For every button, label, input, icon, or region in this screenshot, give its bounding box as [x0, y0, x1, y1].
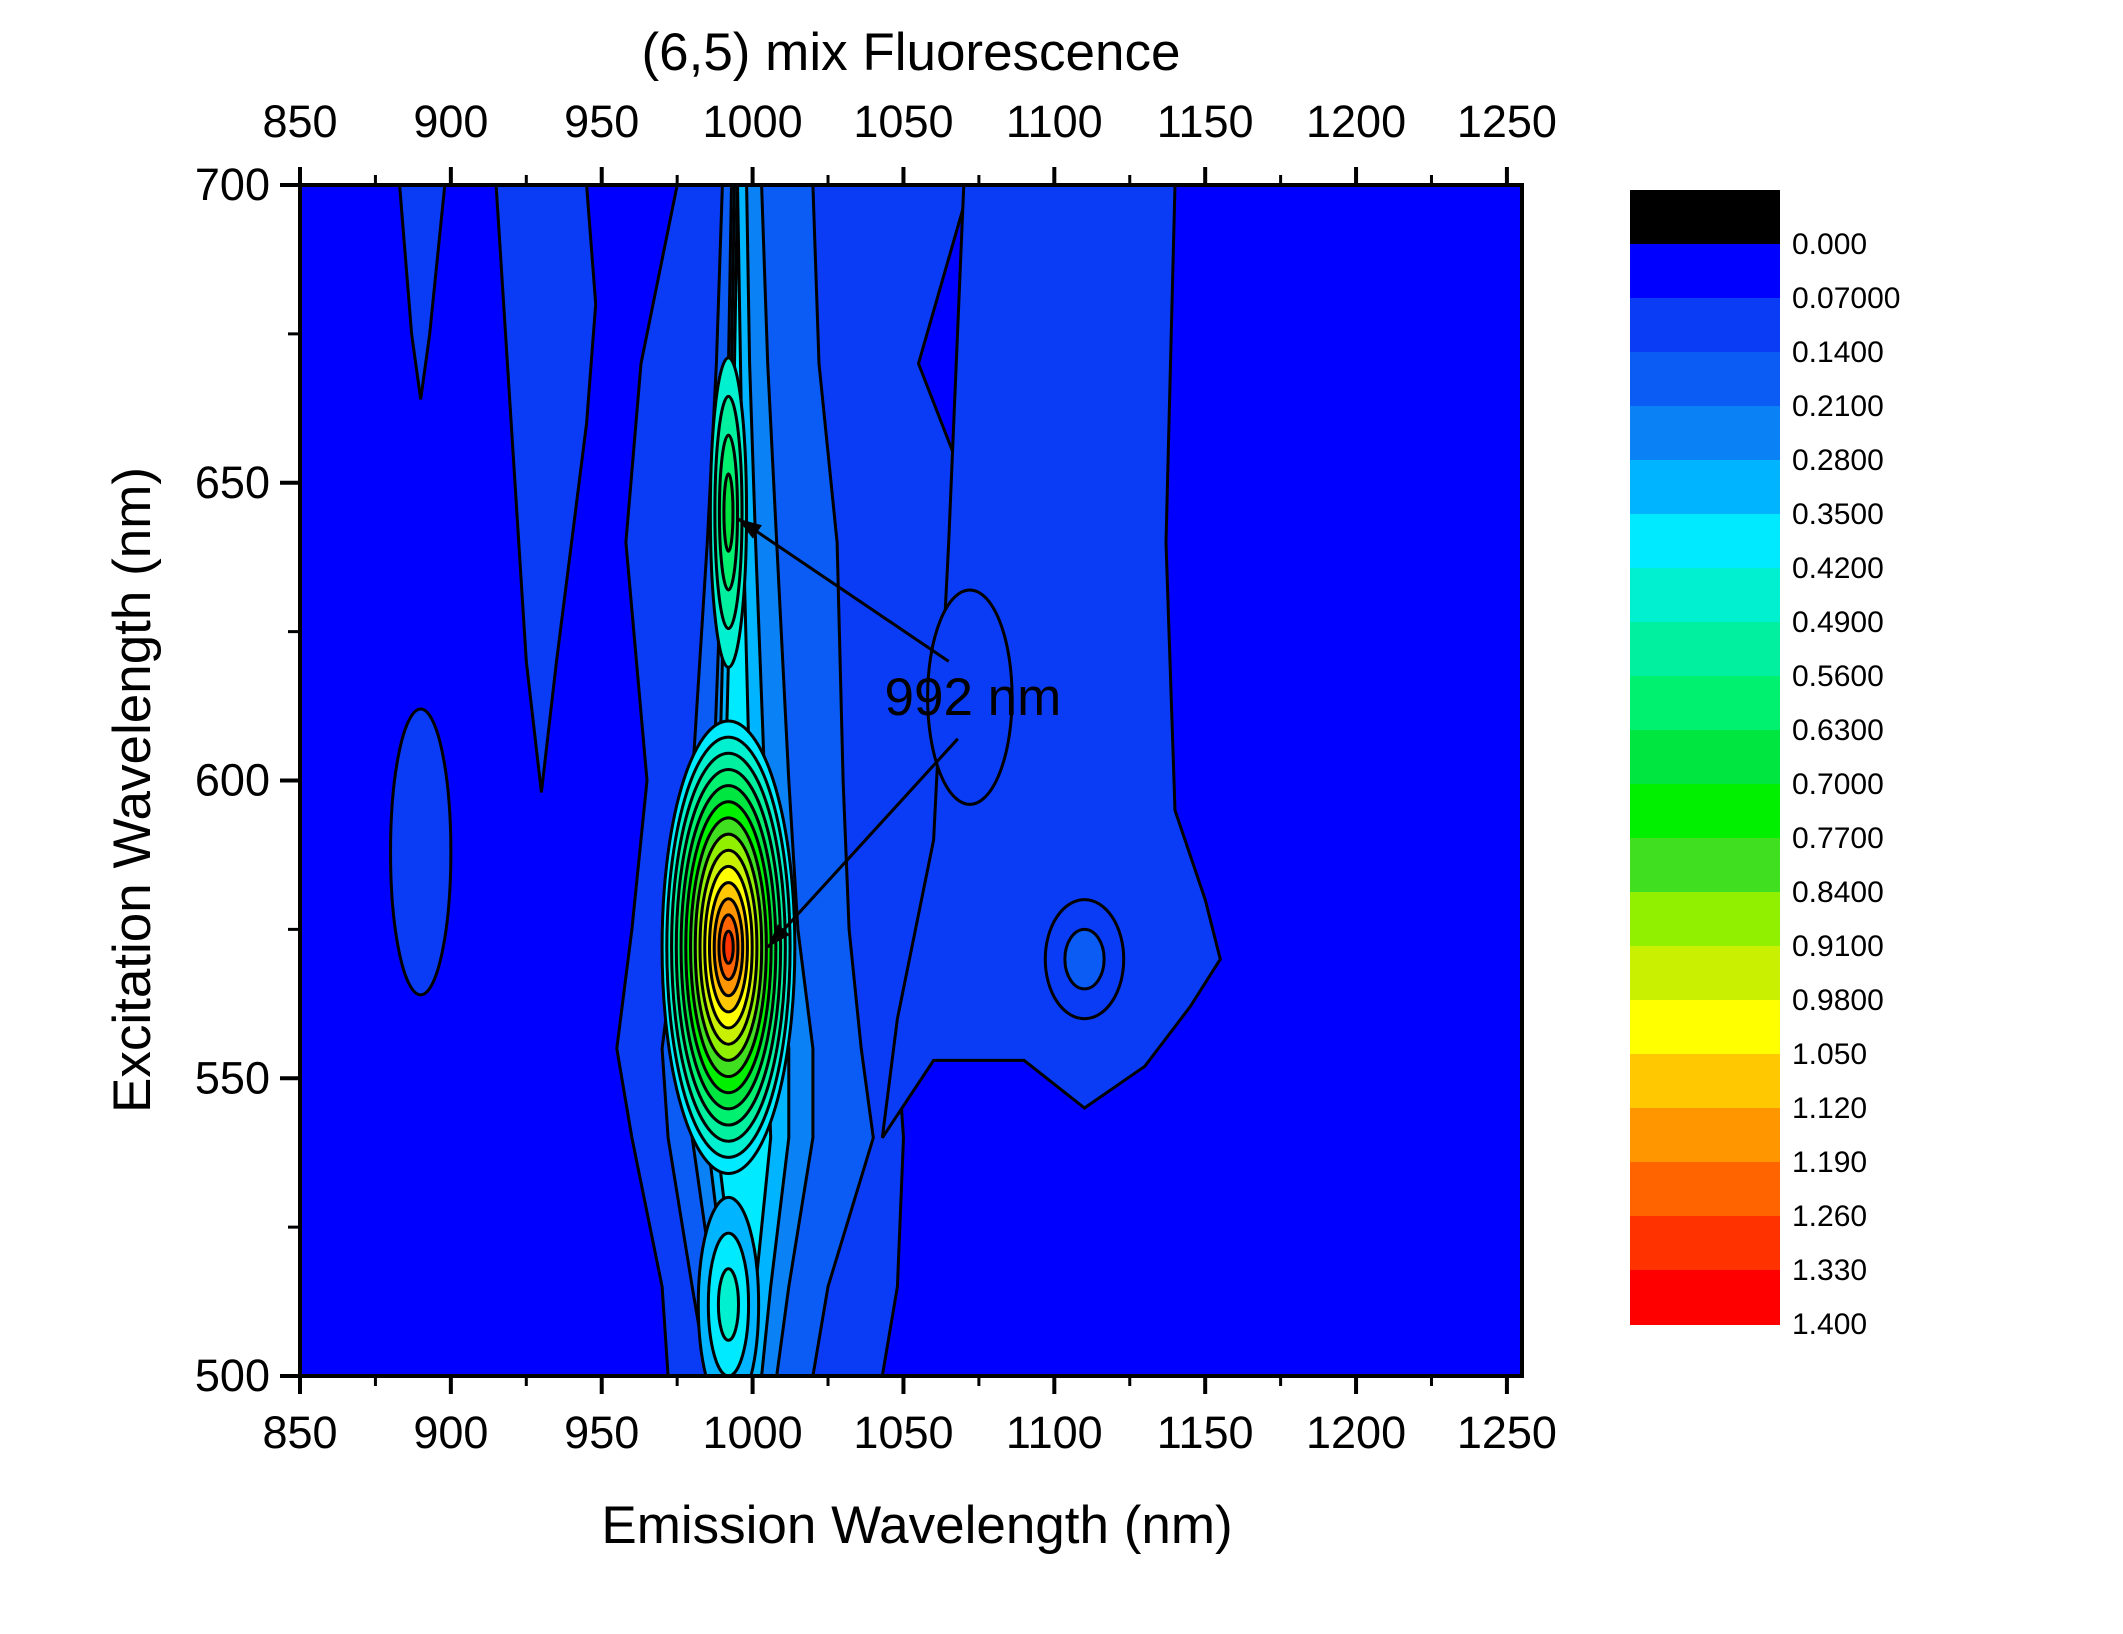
colorbar-swatch-3: [1630, 352, 1780, 407]
x-tick-label-top-850: 850: [262, 96, 337, 147]
colorbar-swatch-6: [1630, 514, 1780, 569]
colorbar-swatch-18: [1630, 1162, 1780, 1217]
x-tick-label-top-1000: 1000: [703, 96, 803, 147]
colorbar-swatch-0: [1630, 190, 1780, 245]
chart-title: (6,5) mix Fluorescence: [641, 23, 1180, 82]
x-tick-label-top-1100: 1100: [1006, 96, 1103, 147]
colorbar-label-0.9800: 0.9800: [1792, 984, 1884, 1017]
y-tick-label-650: 650: [195, 457, 270, 508]
colorbar-swatch-12: [1630, 838, 1780, 893]
colorbar-swatch-5: [1630, 460, 1780, 515]
x-tick-label-bottom-900: 900: [413, 1407, 488, 1458]
colorbar-label-1.190: 1.190: [1792, 1146, 1867, 1179]
colorbar-label-0.2800: 0.2800: [1792, 444, 1884, 477]
colorbar-label-0.4900: 0.4900: [1792, 606, 1884, 639]
annotation-arrowhead-1: [737, 518, 762, 539]
contour-layer: [389, 185, 1222, 1376]
x-tick-label-top-1050: 1050: [853, 96, 953, 147]
colorbar-label-0.6300: 0.6300: [1792, 714, 1884, 747]
annotation-arrow-2: [766, 737, 959, 949]
x-tick-label-top-900: 900: [413, 96, 488, 147]
annotation-992-nm: 992 nm: [885, 668, 1062, 727]
x-tick-label-bottom-1200: 1200: [1306, 1407, 1406, 1458]
y-axis-title: Excitation Wavelength (nm): [103, 467, 162, 1113]
colorbar-label-0.4200: 0.4200: [1792, 552, 1884, 585]
colorbar-swatch-16: [1630, 1054, 1780, 1109]
colorbar-swatch-11: [1630, 784, 1780, 839]
colorbar-swatch-13: [1630, 892, 1780, 947]
colorbar-swatch-15: [1630, 1000, 1780, 1055]
x-tick-label-top-1150: 1150: [1157, 96, 1254, 147]
annotation-arrowhead-2: [767, 924, 790, 948]
y-axis-left: 500 550 600 650 700: [195, 159, 300, 1401]
y-tick-label-700: 700: [195, 159, 270, 210]
colorbar-label-0.3500: 0.3500: [1792, 498, 1884, 531]
colorbar-label-0.5600: 0.5600: [1792, 660, 1884, 693]
peak-upper-ring-4: [722, 472, 735, 553]
x-tick-label-bottom-850: 850: [262, 1407, 337, 1458]
x-tick-label-bottom-1250: 1250: [1457, 1407, 1557, 1458]
colorbar-swatch-7: [1630, 568, 1780, 623]
x-tick-label-top-1250: 1250: [1457, 96, 1557, 147]
x-tick-label-bottom-950: 950: [564, 1407, 639, 1458]
y-tick-label-550: 550: [195, 1052, 270, 1103]
contour-strip-930: [494, 185, 598, 793]
x-axis-title: Emission Wavelength (nm): [601, 1496, 1232, 1555]
colorbar-swatch-10: [1630, 730, 1780, 785]
peak-right-ring-2: [1063, 927, 1106, 991]
colorbar-label-0.8400: 0.8400: [1792, 876, 1884, 909]
x-tick-label-bottom-1100: 1100: [1006, 1407, 1103, 1458]
colorbar-swatch-4: [1630, 406, 1780, 461]
x-tick-label-bottom-1050: 1050: [853, 1407, 953, 1458]
colorbar-label-0.9100: 0.9100: [1792, 930, 1884, 963]
y-tick-label-500: 500: [195, 1350, 270, 1401]
colorbar-swatch-2: [1630, 298, 1780, 353]
colorbar-label-1.120: 1.120: [1792, 1092, 1867, 1125]
colorbar-label-0.07000: 0.07000: [1792, 282, 1900, 315]
peak-far-left-ring-1: [389, 707, 453, 997]
y-tick-label-600: 600: [195, 755, 270, 806]
colorbar-swatch-19: [1630, 1216, 1780, 1271]
colorbar-label-0.7000: 0.7000: [1792, 768, 1884, 801]
peak-main-ring-14: [722, 929, 735, 965]
colorbar-swatch-17: [1630, 1108, 1780, 1163]
colorbar-label-1.050: 1.050: [1792, 1038, 1867, 1071]
x-axis-top: 850 900 950 1000 1050 1100 1150 1200 1250: [262, 96, 1557, 185]
annotation-layer: 992 nm: [736, 517, 1062, 949]
contour-strip-left: [398, 185, 447, 400]
colorbar-swatch-1: [1630, 244, 1780, 299]
colorbar-label-0.000: 0.000: [1792, 228, 1867, 261]
colorbar-label-1.330: 1.330: [1792, 1254, 1867, 1287]
colorbar-label-1.400: 1.400: [1792, 1308, 1867, 1341]
colorbar-label-0.2100: 0.2100: [1792, 390, 1884, 423]
x-tick-label-top-1200: 1200: [1306, 96, 1406, 147]
colorbar-label-0.7700: 0.7700: [1792, 822, 1884, 855]
colorbar-swatch-8: [1630, 622, 1780, 677]
colorbar-swatch-20: [1630, 1270, 1780, 1325]
peak-lower-ring-3: [716, 1267, 741, 1342]
colorbar: 0.000 0.07000 0.1400 0.2100 0.2800 0.3500 0.42…: [1630, 190, 1900, 1341]
colorbar-swatch-9: [1630, 676, 1780, 731]
x-axis-bottom: 850 900 950 1000 1050 1100 1150 1200 1250: [262, 1376, 1557, 1458]
colorbar-label-0.1400: 0.1400: [1792, 336, 1884, 369]
x-tick-label-bottom-1000: 1000: [703, 1407, 803, 1458]
colorbar-label-1.260: 1.260: [1792, 1200, 1867, 1233]
colorbar-swatch-14: [1630, 946, 1780, 1001]
annotation-arrow-1: [736, 517, 950, 663]
x-tick-label-top-950: 950: [564, 96, 639, 147]
x-tick-label-bottom-1150: 1150: [1157, 1407, 1254, 1458]
